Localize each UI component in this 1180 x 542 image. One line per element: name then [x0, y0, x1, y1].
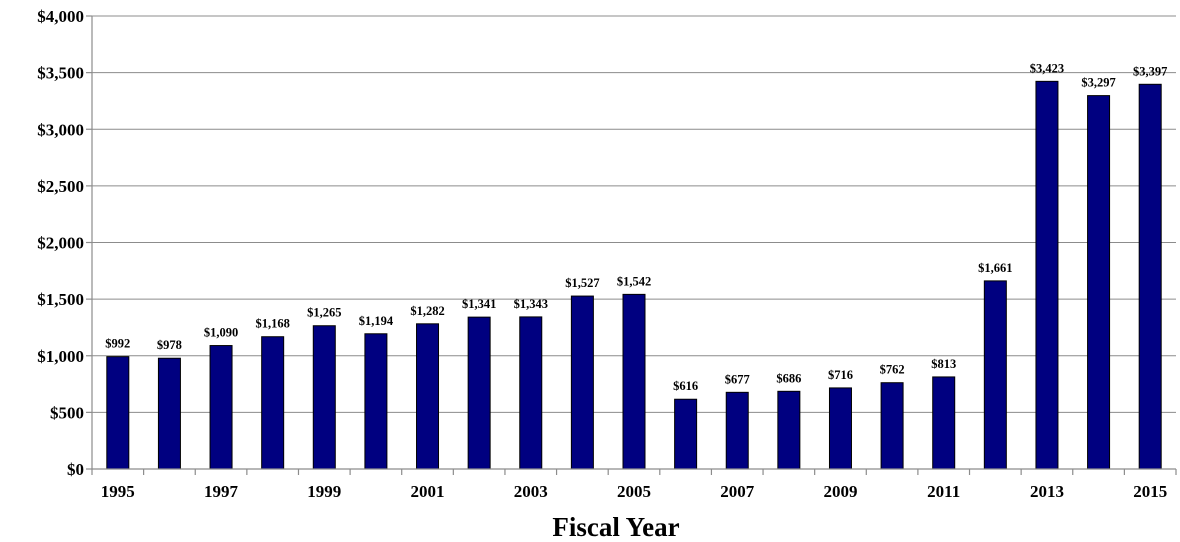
data-label-2013: $3,423 [1030, 61, 1064, 75]
bar-2003 [519, 316, 543, 470]
data-label-2004: $1,527 [565, 276, 599, 290]
y-tick-label: $1,000 [37, 347, 84, 366]
axes [91, 16, 1176, 470]
bar-2015 [1138, 83, 1162, 470]
bar-2002 [467, 316, 491, 470]
x-axis-title: Fiscal Year [552, 512, 679, 542]
bar-1999 [312, 325, 336, 470]
bar-2014 [1087, 95, 1111, 470]
x-tick-label: 1995 [101, 482, 135, 501]
y-tick-label: $4,000 [37, 7, 84, 26]
data-label-1996: $978 [157, 338, 182, 352]
data-label-2007: $677 [725, 372, 750, 386]
data-label-2001: $1,282 [410, 304, 444, 318]
y-tick-label: $3,500 [37, 64, 84, 83]
x-tick-label: 2011 [927, 482, 960, 501]
data-label-2008: $686 [776, 371, 801, 385]
data-label-2000: $1,194 [359, 314, 394, 328]
bar-1997 [209, 345, 233, 470]
bar-2006 [674, 398, 698, 470]
bar-2012 [983, 280, 1007, 470]
bar-2010 [880, 382, 904, 470]
data-label-2011: $813 [931, 357, 956, 371]
x-tick-label: 2003 [514, 482, 548, 501]
x-tick-label: 2013 [1030, 482, 1064, 501]
bar-1996 [157, 357, 181, 470]
bar-2009 [828, 387, 852, 470]
data-label-2003: $1,343 [514, 297, 548, 311]
y-tick-label: $2,000 [37, 234, 84, 253]
data-label-2014: $3,297 [1081, 76, 1115, 90]
y-tick-label: $0 [67, 460, 84, 479]
bar-2001 [416, 323, 440, 470]
y-tick-label: $3,000 [37, 120, 84, 139]
data-label-1995: $992 [105, 337, 130, 351]
data-label-2009: $716 [828, 368, 853, 382]
x-tick-label: 2007 [720, 482, 755, 501]
data-label-1998: $1,168 [255, 317, 289, 331]
data-label-2010: $762 [880, 363, 905, 377]
bar-2008 [777, 390, 801, 470]
x-tick-label: 1999 [307, 482, 341, 501]
y-tick-label: $500 [50, 403, 84, 422]
bar-2007 [725, 391, 749, 470]
data-label-2002: $1,341 [462, 297, 496, 311]
bar-1995 [106, 356, 130, 470]
y-axis-ticks: $0 $500 $1,000 $1,500 $2,000 $2,500 $3,000 $3,5… [37, 7, 92, 479]
bar-2000 [364, 333, 388, 470]
bar-1998 [261, 336, 285, 470]
bar-2004 [570, 295, 594, 470]
bar-2005 [622, 293, 646, 470]
data-label-2005: $1,542 [617, 274, 651, 288]
data-labels: $992 $978 $1,090 $1,168 $1,265 $1,194 $1,282 $1… [105, 61, 1167, 393]
x-tick-label: 2015 [1133, 482, 1167, 501]
y-tick-label: $2,500 [37, 177, 84, 196]
x-axis-ticks: 1995 1997 1999 2001 2003 2005 2007 2009 2011 2013… [91, 469, 1177, 501]
data-label-2015: $3,397 [1133, 64, 1167, 78]
data-label-2006: $616 [673, 379, 698, 393]
y-tick-label: $1,500 [37, 290, 84, 309]
data-label-1999: $1,265 [307, 306, 341, 320]
x-tick-label: 1997 [204, 482, 239, 501]
x-tick-label: 2005 [617, 482, 651, 501]
x-tick-label: 2001 [411, 482, 445, 501]
data-label-2012: $1,661 [978, 261, 1012, 275]
bar-2013 [1035, 80, 1059, 470]
bar-2011 [932, 376, 956, 470]
data-label-1997: $1,090 [204, 326, 238, 340]
x-tick-label: 2009 [823, 482, 857, 501]
